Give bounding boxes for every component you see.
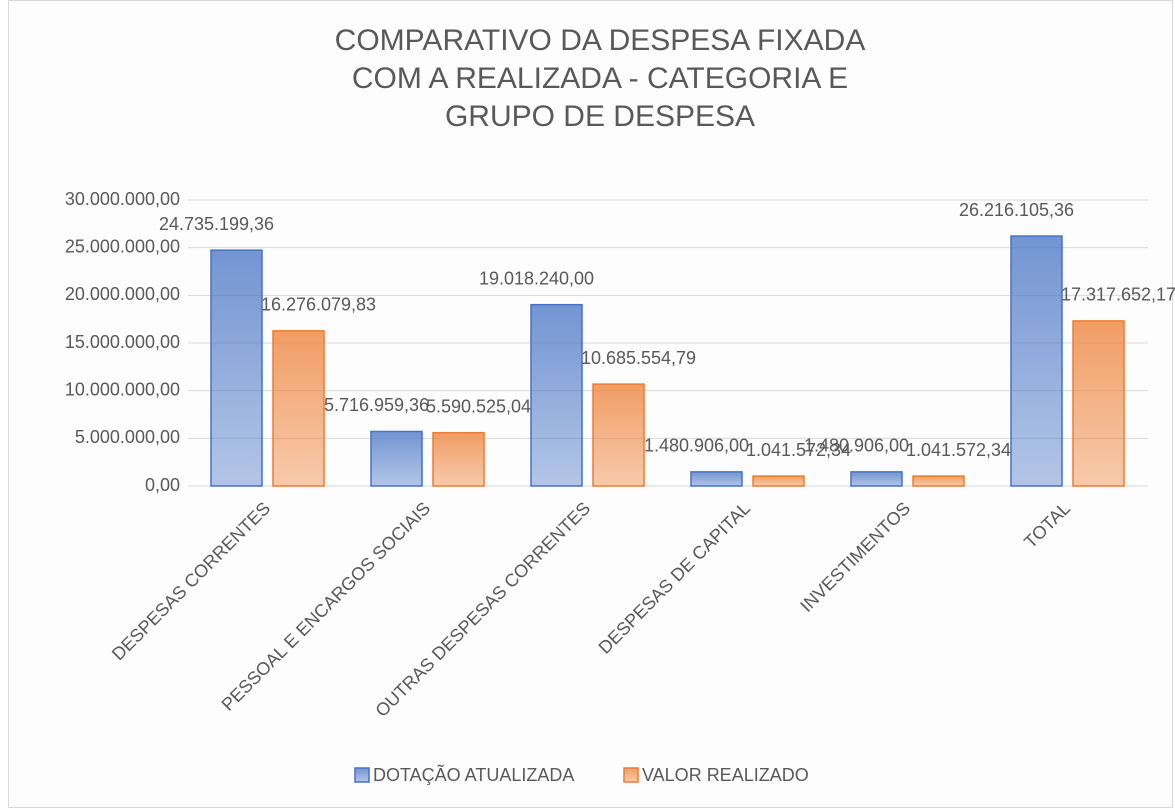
y-tick-label: 0,00	[145, 475, 180, 495]
x-tick-label: DESPESAS CORRENTES	[108, 498, 274, 664]
y-tick-label: 20.000.000,00	[65, 284, 180, 304]
data-label: 1.480.906,00	[804, 436, 909, 456]
bar	[912, 475, 965, 487]
chart-frame	[8, 0, 1173, 808]
data-label: 19.018.240,00	[479, 268, 594, 288]
data-label: 16.276.079,83	[261, 295, 376, 315]
bar	[530, 303, 583, 487]
chart-title: COMPARATIVO DA DESPESA FIXADA COM A REAL…	[334, 24, 866, 133]
bar	[432, 431, 485, 487]
data-label: 1.480.906,00	[644, 436, 749, 456]
legend-label: DOTAÇÃO ATUALIZADA	[373, 764, 574, 785]
bar	[272, 330, 325, 487]
legend-swatch	[623, 767, 639, 783]
x-tick-label: DESPESAS DE CAPITAL	[595, 498, 755, 658]
legend-swatch	[354, 767, 370, 783]
bar	[850, 471, 903, 487]
y-tick-label: 10.000.000,00	[65, 379, 180, 399]
bar	[690, 471, 743, 487]
y-tick-label: 5.000.000,00	[75, 427, 180, 447]
data-label: 26.216.105,36	[959, 200, 1074, 220]
data-label: 1.041.572,34	[746, 440, 851, 460]
bar	[752, 475, 805, 487]
y-tick-label: 15.000.000,00	[65, 332, 180, 352]
bar	[210, 249, 263, 487]
legend-label: VALOR REALIZADO	[642, 765, 809, 785]
bar	[592, 383, 645, 487]
x-tick-label: INVESTIMENTOS	[796, 498, 914, 616]
data-label: 5.590.525,04	[426, 396, 531, 416]
data-label: 1.041.572,34	[906, 440, 1011, 460]
bar	[1072, 320, 1125, 487]
data-label: 24.735.199,36	[159, 214, 274, 234]
data-label: 17.317.652,17	[1061, 285, 1175, 305]
y-tick-label: 25.000.000,00	[65, 236, 180, 256]
y-tick-label: 30.000.000,00	[65, 189, 180, 209]
x-tick-label: TOTAL	[1020, 498, 1074, 552]
data-label: 10.685.554,79	[581, 348, 696, 368]
bar	[1010, 235, 1063, 487]
data-label: 5.716.959,36	[324, 395, 429, 415]
bar	[370, 430, 423, 487]
